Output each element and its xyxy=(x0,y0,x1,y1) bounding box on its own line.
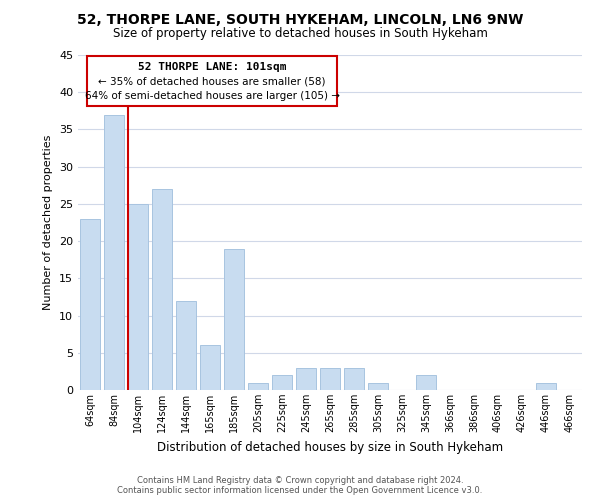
Bar xyxy=(80,219,100,390)
Bar xyxy=(416,375,436,390)
Bar xyxy=(344,368,364,390)
Text: 52, THORPE LANE, SOUTH HYKEHAM, LINCOLN, LN6 9NW: 52, THORPE LANE, SOUTH HYKEHAM, LINCOLN,… xyxy=(77,12,523,26)
Bar xyxy=(320,368,340,390)
Bar xyxy=(536,382,556,390)
Bar xyxy=(368,382,388,390)
Text: Size of property relative to detached houses in South Hykeham: Size of property relative to detached ho… xyxy=(113,28,487,40)
Text: ← 35% of detached houses are smaller (58): ← 35% of detached houses are smaller (58… xyxy=(98,76,326,86)
Bar xyxy=(128,204,148,390)
Bar xyxy=(272,375,292,390)
FancyBboxPatch shape xyxy=(87,56,337,106)
Bar xyxy=(248,382,268,390)
Text: 52 THORPE LANE: 101sqm: 52 THORPE LANE: 101sqm xyxy=(138,62,286,72)
Text: 64% of semi-detached houses are larger (105) →: 64% of semi-detached houses are larger (… xyxy=(85,90,340,101)
Bar xyxy=(200,346,220,390)
Bar xyxy=(296,368,316,390)
Bar xyxy=(176,300,196,390)
Bar xyxy=(104,114,124,390)
Bar xyxy=(152,189,172,390)
Y-axis label: Number of detached properties: Number of detached properties xyxy=(43,135,53,310)
X-axis label: Distribution of detached houses by size in South Hykeham: Distribution of detached houses by size … xyxy=(157,440,503,454)
Bar xyxy=(224,248,244,390)
Text: Contains HM Land Registry data © Crown copyright and database right 2024.
Contai: Contains HM Land Registry data © Crown c… xyxy=(118,476,482,495)
